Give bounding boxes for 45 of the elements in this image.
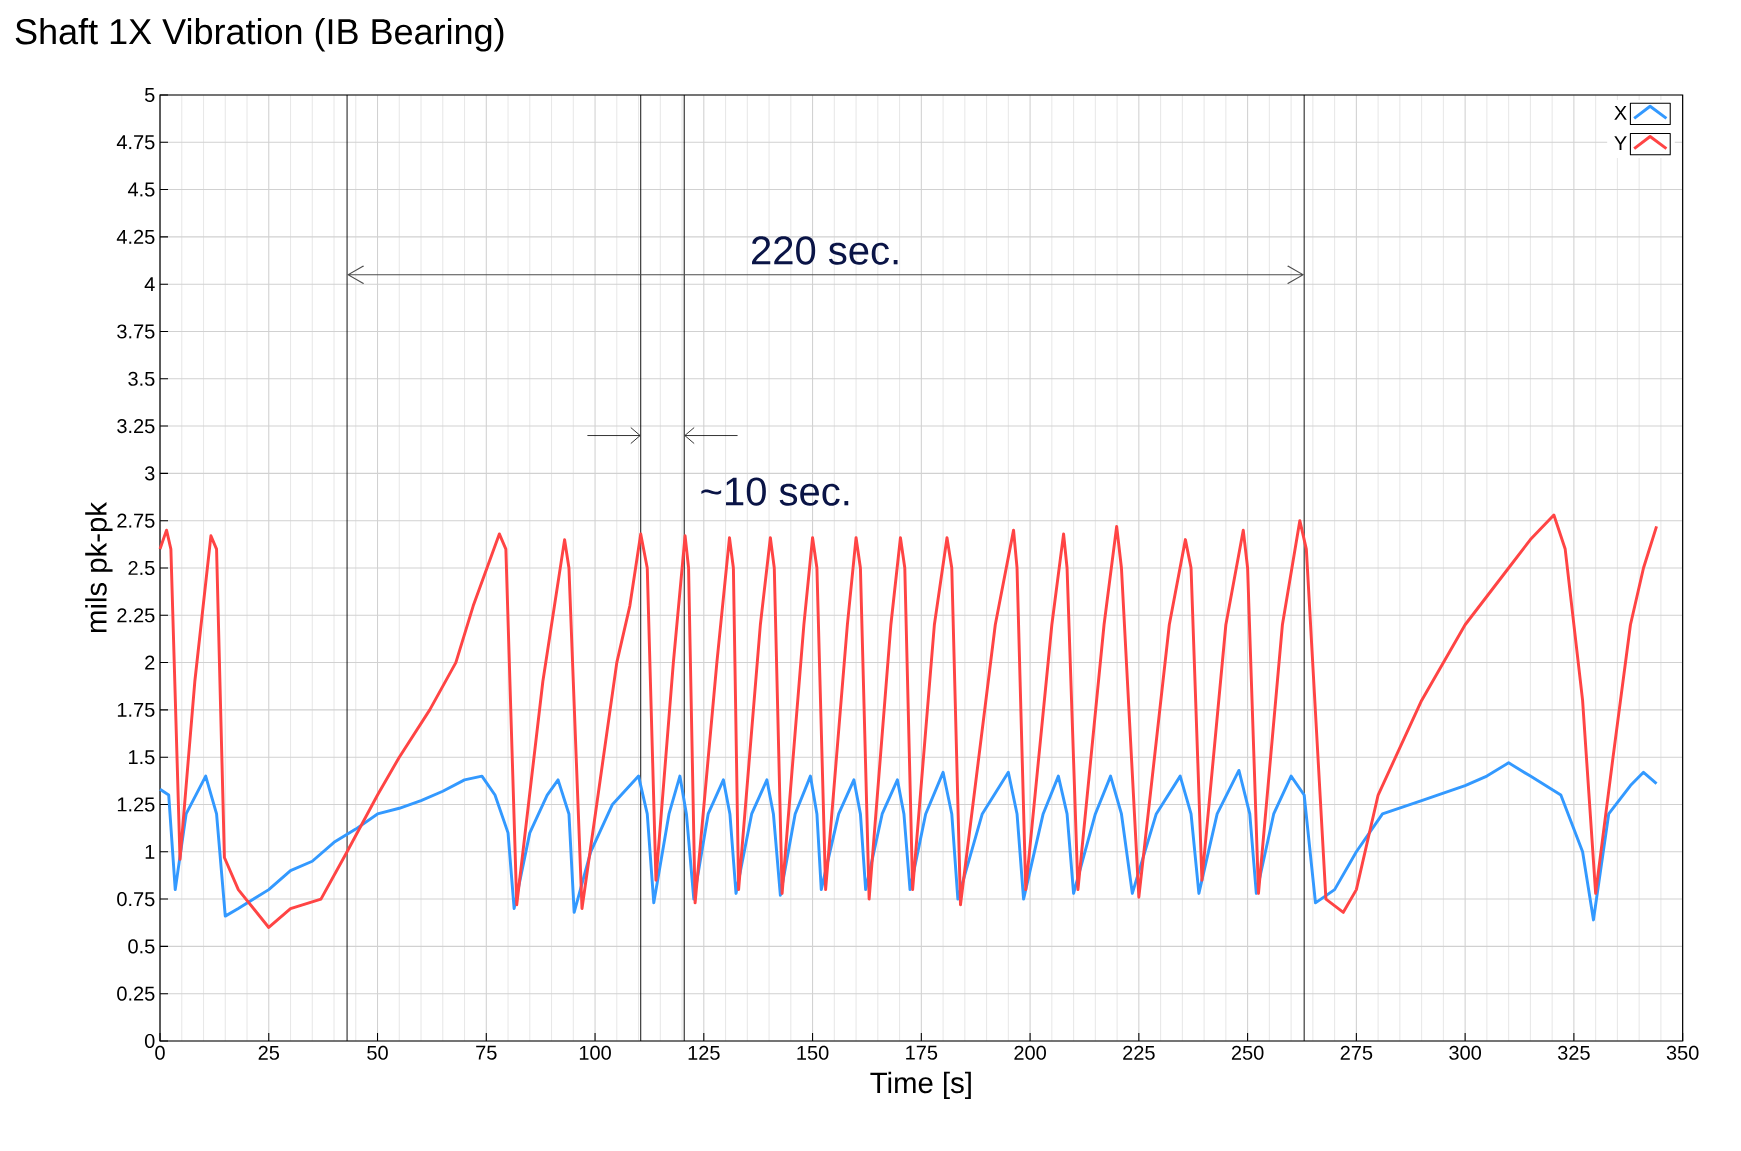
y-tick-label: 2.25 — [117, 608, 155, 623]
x-tick-label: 225 — [1123, 1045, 1155, 1060]
annotation: 220 sec. — [752, 236, 898, 265]
y-tick-label: 4 — [144, 277, 155, 292]
x-tick-label: 350 — [1666, 1045, 1699, 1060]
y-tick-label: 0.5 — [128, 939, 155, 954]
y-tick-label: 3 — [144, 466, 155, 481]
line-series — [158, 513, 1659, 929]
y-tick-label: 0 — [144, 1033, 155, 1049]
chart-title: Shaft 1X Vibration (IB Bearing) — [15, 18, 504, 52]
x-tick-label: 100 — [579, 1045, 611, 1060]
y-tick-label: 2 — [145, 655, 155, 670]
y-tick-label: 2.75 — [117, 513, 155, 528]
x-tick-label: 150 — [797, 1045, 829, 1060]
x-tick-label: 175 — [906, 1045, 938, 1060]
x-axis-title: Time [s] — [870, 1071, 971, 1100]
y-tick-label: 1.75 — [117, 702, 155, 717]
annotation: ~10 sec. — [701, 477, 849, 506]
y-tick-label: 4.5 — [127, 182, 155, 197]
y-tick-label: 1 — [145, 844, 155, 859]
legend-label: Y — [1614, 136, 1627, 150]
y-axis-title: mils pk-pk — [85, 501, 113, 633]
line-series — [158, 761, 1659, 922]
y-tick-label: 2.5 — [128, 560, 155, 576]
legend-label: X — [1614, 105, 1627, 120]
y-tick-label: 0.75 — [117, 892, 155, 907]
y-tick-label: 3.5 — [128, 371, 155, 386]
x-tick-label: 75 — [476, 1045, 497, 1060]
x-tick-label: 0 — [155, 1045, 165, 1060]
x-tick-label: 325 — [1557, 1045, 1590, 1060]
x-tick-label: 200 — [1014, 1045, 1046, 1060]
x-tick-label: 25 — [258, 1045, 280, 1060]
y-tick-label: 4.75 — [116, 135, 155, 150]
y-tick-label: 5 — [144, 88, 155, 102]
y-tick-label: 4.25 — [116, 229, 155, 244]
x-tick-label: 125 — [688, 1045, 720, 1060]
y-tick-label: 1.25 — [117, 797, 155, 812]
y-tick-label: 3.75 — [117, 324, 155, 339]
x-tick-label: 50 — [367, 1045, 388, 1060]
y-tick-label: 0.25 — [117, 986, 155, 1001]
x-tick-label: 300 — [1449, 1045, 1482, 1060]
x-tick-label: 250 — [1231, 1045, 1264, 1060]
x-tick-label: 275 — [1340, 1045, 1373, 1060]
y-tick-label: 1.5 — [129, 750, 155, 765]
y-tick-label: 3.25 — [117, 419, 155, 434]
